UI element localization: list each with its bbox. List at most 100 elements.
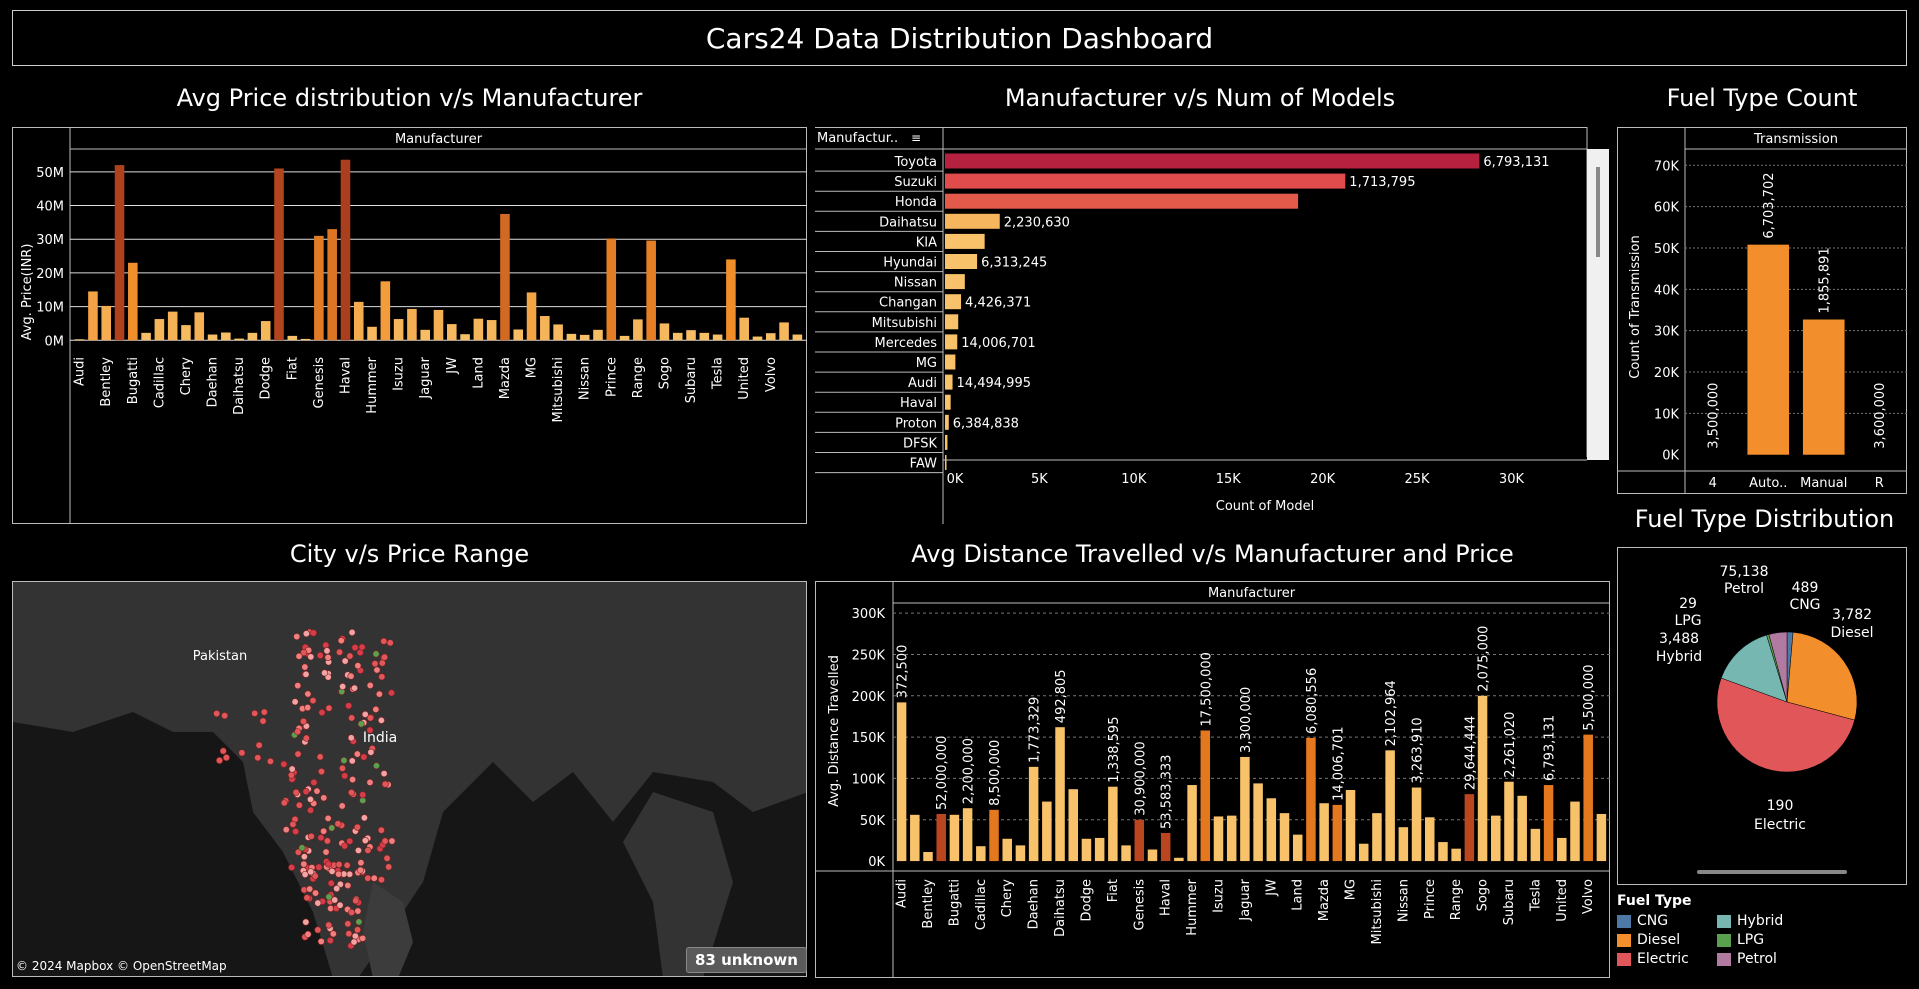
dashboard-title-box: Cars24 Data Distribution Dashboard <box>12 10 1907 66</box>
map-city-point <box>294 682 302 690</box>
distance-bar <box>962 808 973 862</box>
distance-bar <box>896 702 907 862</box>
distance-title: Avg Distance Travelled v/s Manufacturer … <box>911 540 1514 568</box>
legend-item-electric[interactable]: Electric <box>1617 951 1717 967</box>
legend-items: CNG Hybrid Diesel LPG Electric Petrol <box>1617 913 1917 967</box>
distance-bar <box>1081 838 1092 862</box>
city-map[interactable]: Pakistan India <box>12 581 807 977</box>
map-city-point <box>349 776 357 784</box>
distance-bar <box>949 814 960 862</box>
avg-price-bar <box>699 332 710 341</box>
distance-header: Manufacturer <box>1208 586 1296 601</box>
map-city-point <box>338 764 346 772</box>
map-city-point <box>260 708 268 716</box>
distance-bar <box>1411 787 1422 862</box>
legend-title: Fuel Type <box>1617 893 1692 909</box>
avg-price-bar <box>407 308 417 341</box>
avg-price-ytick: 10M <box>36 301 64 316</box>
models-xtick: 10K <box>1121 472 1147 487</box>
map-city-point <box>282 826 290 834</box>
map-city-point <box>341 842 349 850</box>
models-category: Haval <box>900 396 937 411</box>
models-data-label: 14,006,701 <box>961 336 1035 351</box>
avg-price-bar <box>792 334 803 341</box>
avg-price-xtick: Bugatti <box>126 357 141 404</box>
distance-xtick: Range <box>1449 879 1464 920</box>
avg-price-bar <box>447 324 457 341</box>
map-city-point <box>280 799 288 807</box>
avg-price-bar <box>739 317 749 341</box>
map-city-point <box>304 704 312 712</box>
legend-item-cng[interactable]: CNG <box>1617 913 1717 929</box>
models-data-label: 1,713,795 <box>1349 175 1415 190</box>
map-canvas[interactable]: Pakistan India <box>13 582 807 977</box>
models-chart[interactable]: Manufactur.. ≡ Toyota 6,793,131 Suzuki 1,713,… <box>815 127 1610 524</box>
map-city-point <box>364 846 372 854</box>
map-city-point <box>385 863 393 871</box>
pie-label: Diesel <box>1830 625 1873 641</box>
avg-price-bar <box>486 320 497 341</box>
legend-item-diesel[interactable]: Diesel <box>1617 932 1717 948</box>
city-title: City v/s Price Range <box>289 540 530 568</box>
pie-slice <box>1768 631 1788 703</box>
map-city-point <box>307 832 315 840</box>
map-city-point <box>373 666 381 674</box>
models-data-label: 14,494,995 <box>957 376 1031 391</box>
avg-price-bar <box>579 334 590 341</box>
distance-bar <box>1015 845 1026 862</box>
models-bar <box>945 334 958 350</box>
avg-price-bar <box>566 333 577 341</box>
fuel-count-data-label: 3,500,000 <box>1707 383 1722 449</box>
models-bar <box>945 294 962 310</box>
map-city-point <box>336 901 344 909</box>
map-city-point <box>345 702 353 710</box>
models-bar <box>945 193 1299 209</box>
distance-xtick: Jaguar <box>1238 878 1253 921</box>
avg-price-ytick: 0M <box>45 334 65 349</box>
avg-price-xtick: Genesis <box>312 357 327 409</box>
distance-xtick: Haval <box>1159 879 1174 916</box>
distance-data-label: 492,805 <box>1054 669 1069 723</box>
sort-icon: ≡ <box>911 131 921 145</box>
avg-price-ytick: 50M <box>36 166 64 181</box>
map-city-point <box>314 926 322 934</box>
map-city-point <box>300 853 308 861</box>
map-unknown-badge[interactable]: 83 unknown <box>686 947 807 973</box>
map-city-point <box>306 885 314 893</box>
map-city-point <box>380 637 388 645</box>
avg-price-chart[interactable]: Manufacturer 0M 10M 20M 30M 40M 50M Avg. Price(… <box>12 127 807 524</box>
distance-bar <box>1253 783 1263 862</box>
legend-item-hybrid[interactable]: Hybrid <box>1717 913 1827 929</box>
map-city-point <box>380 770 388 778</box>
avg-price-bar <box>154 319 165 341</box>
map-credit[interactable]: © 2024 Mapbox © OpenStreetMap <box>16 959 227 973</box>
distance-xtick: Land <box>1291 879 1306 911</box>
map-city-point <box>338 802 346 810</box>
pie-label: 489 <box>1792 580 1819 596</box>
models-xtick: 0K <box>947 472 964 487</box>
map-city-point <box>357 720 365 728</box>
legend-item-lpg[interactable]: LPG <box>1717 932 1827 948</box>
avg-price-bar <box>353 301 364 341</box>
map-city-point <box>366 726 374 734</box>
map-city-point <box>350 938 358 946</box>
distance-data-label: 14,006,701 <box>1331 726 1346 800</box>
map-city-point <box>259 717 267 725</box>
distance-xtick: Cadillac <box>974 879 989 930</box>
distance-chart[interactable]: Manufacturer 0K 50K 100K 150K 200K 250K 300K Avg… <box>815 581 1610 978</box>
map-city-point <box>356 866 364 874</box>
fuel-dist-title: Fuel Type Distribution <box>1634 505 1895 533</box>
distance-bar <box>1477 695 1488 862</box>
avg-price-xtick: Chery <box>179 357 194 396</box>
map-city-point <box>320 827 328 835</box>
avg-price-bar <box>194 312 205 341</box>
map-city-point <box>288 863 296 871</box>
fuel-count-chart[interactable]: Transmission 0K 10K 20K 30K 40K 50K 60K 70K Count… <box>1617 127 1907 494</box>
avg-price-xtick: Range <box>631 357 646 398</box>
distance-data-label: 6,080,556 <box>1305 668 1320 734</box>
distance-bar <box>1226 815 1237 862</box>
map-city-point <box>377 716 385 724</box>
legend-item-petrol[interactable]: Petrol <box>1717 951 1827 967</box>
map-city-point <box>324 860 332 868</box>
